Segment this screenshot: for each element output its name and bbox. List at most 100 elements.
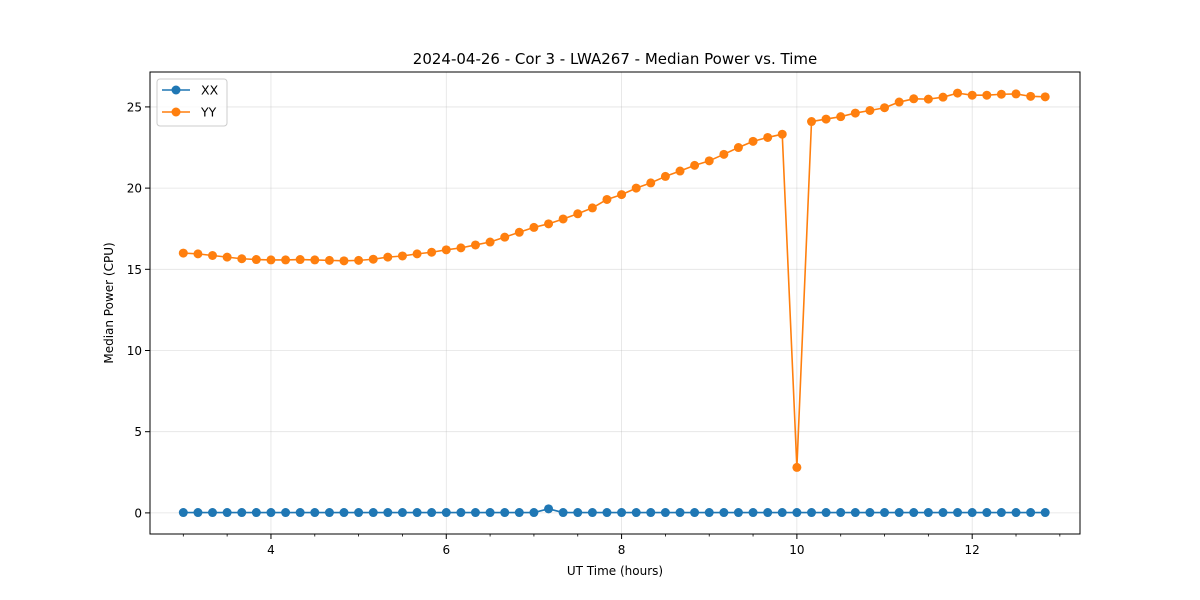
data-point-yy — [792, 462, 802, 472]
data-point-xx — [865, 508, 875, 518]
data-point-xx — [310, 508, 320, 518]
data-point-yy — [470, 240, 480, 250]
data-point-xx — [821, 508, 831, 518]
x-tick-label: 6 — [442, 543, 450, 557]
data-point-xx — [777, 508, 787, 518]
data-point-yy — [1011, 89, 1021, 99]
data-point-xx — [193, 508, 203, 518]
data-point-yy — [865, 105, 875, 115]
data-point-yy — [544, 219, 554, 229]
data-point-xx — [763, 508, 773, 518]
data-point-xx — [295, 508, 305, 518]
legend-label-yy: YY — [200, 105, 217, 120]
data-point-xx — [909, 508, 919, 518]
data-point-yy — [602, 194, 612, 204]
data-point-xx — [894, 508, 904, 518]
data-point-xx — [368, 508, 378, 518]
data-point-yy — [193, 249, 203, 259]
data-point-yy — [295, 255, 305, 265]
data-point-yy — [237, 254, 247, 264]
data-point-xx — [324, 508, 334, 518]
data-point-yy — [675, 166, 685, 176]
data-point-yy — [573, 209, 583, 219]
data-point-xx — [529, 508, 539, 518]
data-point-xx — [485, 508, 495, 518]
data-point-yy — [880, 103, 890, 113]
legend-label-xx: XX — [201, 83, 219, 98]
data-point-xx — [237, 508, 247, 518]
y-tick-label: 5 — [134, 425, 142, 439]
data-point-yy — [412, 249, 422, 259]
data-point-yy — [996, 89, 1006, 99]
y-axis-label: Median Power (CPU) — [102, 242, 116, 363]
chart-title: 2024-04-26 - Cor 3 - LWA267 - Median Pow… — [413, 50, 817, 68]
data-point-yy — [763, 132, 773, 142]
legend: XX YY — [156, 78, 228, 127]
data-point-xx — [573, 508, 583, 518]
x-tick-label: 4 — [267, 543, 275, 557]
data-point-yy — [1026, 91, 1036, 101]
data-point-yy — [587, 203, 597, 213]
legend-entry-xx: XX — [162, 83, 219, 98]
y-tick-label: 25 — [127, 100, 142, 114]
data-point-yy — [266, 255, 276, 265]
data-point-yy — [383, 252, 393, 262]
data-point-xx — [982, 508, 992, 518]
data-point-xx — [704, 508, 714, 518]
data-point-xx — [544, 504, 554, 514]
data-point-yy — [631, 183, 641, 193]
data-point-yy — [617, 190, 627, 200]
data-point-yy — [441, 245, 451, 255]
data-point-xx — [500, 508, 510, 518]
data-point-yy — [660, 171, 670, 181]
data-point-xx — [792, 508, 802, 518]
data-point-yy — [967, 90, 977, 100]
grid-layer — [150, 72, 1080, 534]
axis-layer: 4 6 8 10 12 0 5 10 15 20 25 — [127, 100, 1061, 557]
data-point-yy — [529, 222, 539, 232]
x-tick-label: 10 — [789, 543, 804, 557]
data-point-yy — [923, 94, 933, 104]
data-point-xx — [646, 508, 656, 518]
data-point-xx — [208, 508, 217, 518]
data-point-yy — [324, 255, 334, 265]
data-point-xx — [251, 508, 261, 518]
plot-frame — [149, 71, 1081, 535]
data-point-xx — [631, 508, 641, 518]
series-layer — [178, 88, 1050, 518]
legend-marker-yy — [171, 107, 181, 117]
data-point-yy — [953, 88, 963, 98]
data-point-xx — [880, 508, 890, 518]
data-point-yy — [836, 112, 846, 122]
data-point-xx — [1011, 508, 1021, 518]
x-axis-label: UT Time (hours) — [567, 564, 663, 578]
data-point-xx — [690, 508, 700, 518]
data-point-yy — [821, 114, 831, 124]
data-point-xx — [602, 508, 612, 518]
data-point-xx — [339, 508, 349, 518]
data-point-xx — [836, 508, 846, 518]
data-point-xx — [675, 508, 685, 518]
data-point-yy — [514, 227, 524, 237]
data-point-yy — [558, 214, 568, 224]
x-tick-label: 12 — [965, 543, 980, 557]
data-point-xx — [178, 508, 188, 518]
data-point-xx — [514, 508, 524, 518]
data-point-yy — [807, 117, 817, 127]
data-point-yy — [251, 255, 261, 265]
data-point-xx — [733, 508, 743, 518]
data-point-xx — [558, 508, 568, 518]
data-point-yy — [368, 254, 378, 264]
data-point-xx — [923, 508, 933, 518]
series-yy — [178, 88, 1050, 472]
data-point-yy — [690, 160, 700, 170]
data-point-xx — [456, 508, 466, 518]
data-point-xx — [660, 508, 670, 518]
data-point-yy — [850, 108, 860, 118]
data-point-xx — [1040, 508, 1050, 518]
legend-entry-yy: YY — [162, 105, 217, 120]
data-point-yy — [339, 256, 349, 266]
data-point-yy — [222, 252, 232, 262]
data-point-yy — [748, 136, 758, 146]
